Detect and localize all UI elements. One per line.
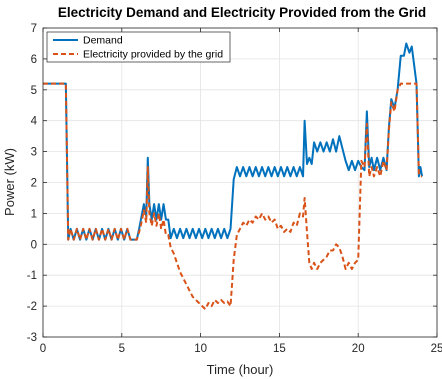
x-tick-label: 25 <box>431 343 442 355</box>
x-axis-label: Time (hour) <box>207 362 274 377</box>
y-tick-label: 4 <box>31 116 38 128</box>
legend-box <box>46 31 231 63</box>
legend-label-grid: Electricity provided by the grid <box>83 49 223 61</box>
x-tick-label: 5 <box>119 343 125 355</box>
chart-title: Electricity Demand and Electricity Provi… <box>58 5 426 20</box>
y-tick-label: 7 <box>31 23 37 35</box>
ticks: 0 5 10 15 20 25 -3 -2 -1 0 1 2 3 4 5 6 7 <box>27 23 442 355</box>
legend: Demand Electricity provided by the grid <box>46 31 231 63</box>
series-line-grid <box>43 82 423 311</box>
y-tick-label: -1 <box>27 270 37 282</box>
y-axis-label: Power (kW) <box>2 148 17 216</box>
y-tick-label: 5 <box>31 85 37 97</box>
y-tick-label: 0 <box>31 239 37 251</box>
series-group <box>43 42 424 311</box>
x-tick-label: 0 <box>40 343 46 355</box>
x-tick-label: 20 <box>352 343 365 355</box>
x-tick-label: 15 <box>273 343 286 355</box>
y-tick-label: 1 <box>31 208 37 220</box>
y-tick-label: -2 <box>27 301 37 313</box>
legend-label-demand: Demand <box>83 35 123 47</box>
y-tick-label: 3 <box>31 147 37 159</box>
y-tick-label: 6 <box>31 54 37 66</box>
x-tick-label: 10 <box>194 343 207 355</box>
y-tick-label: -3 <box>27 332 37 344</box>
y-tick-label: 2 <box>31 178 37 190</box>
